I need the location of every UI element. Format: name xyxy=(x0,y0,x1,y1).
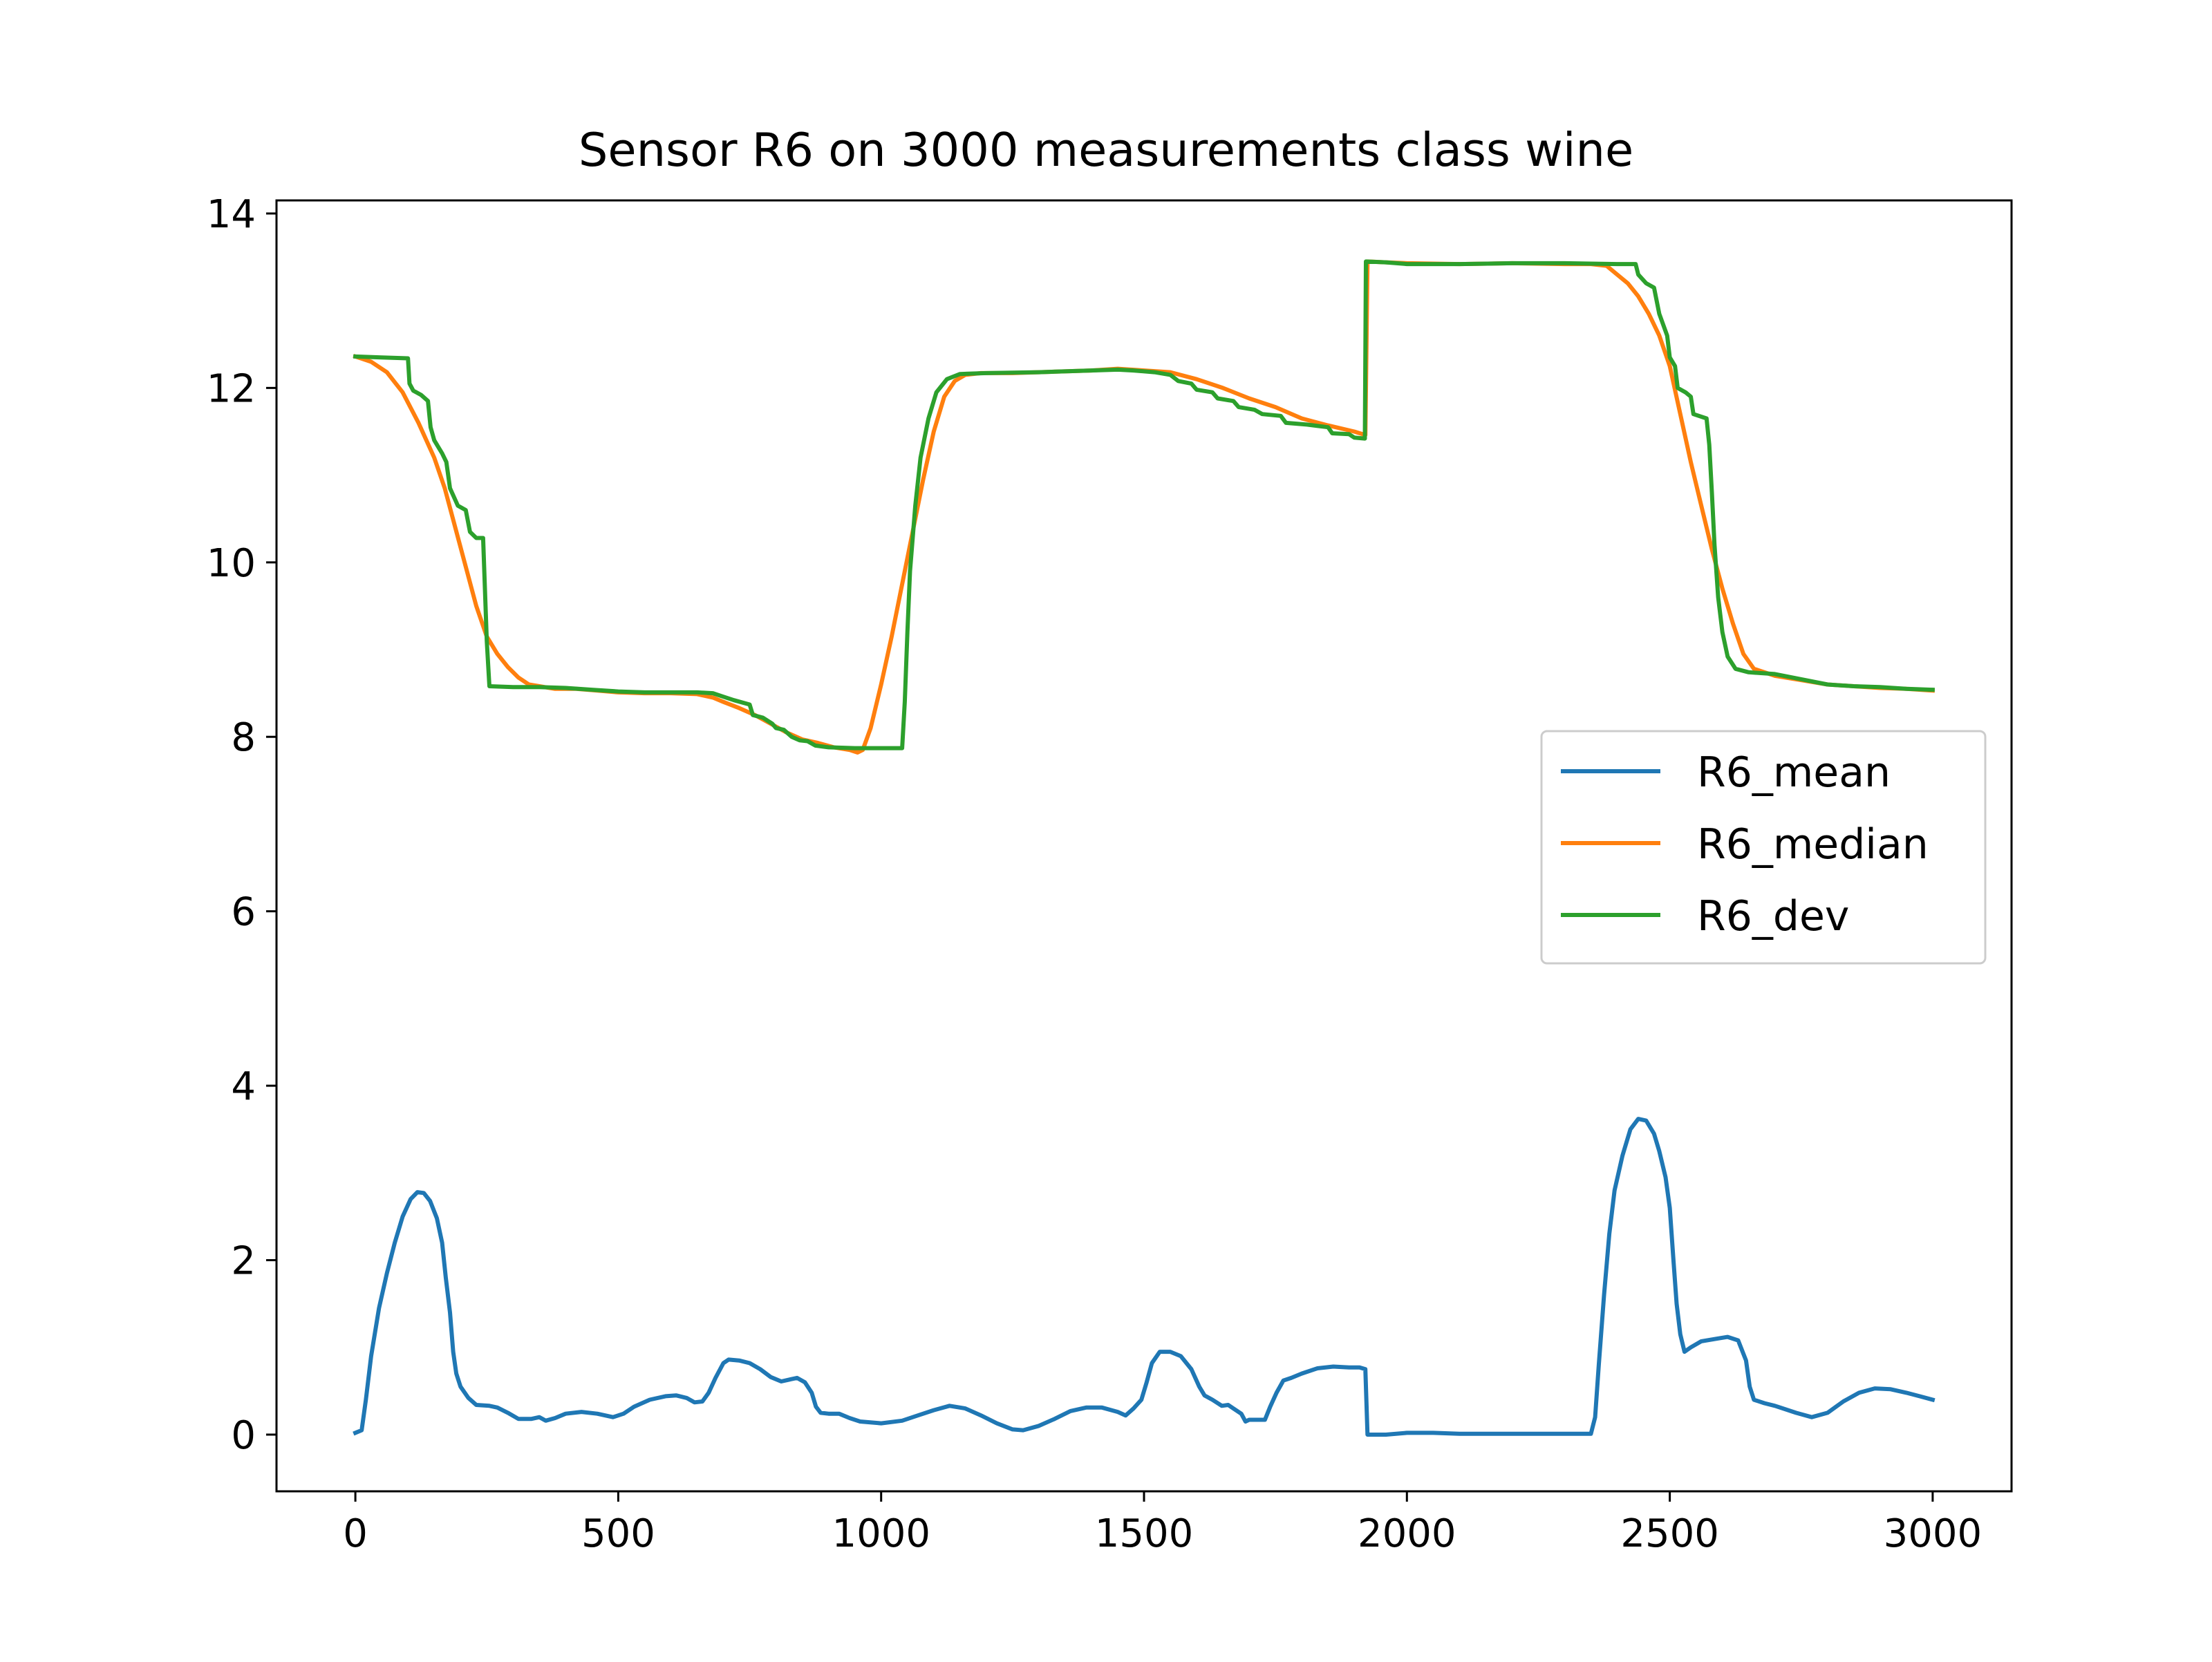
x-axis: 0 500 1000 1500 2000 2500 3000 xyxy=(343,1491,1982,1556)
y-tick-label: 12 xyxy=(207,366,256,411)
legend-label-r6-mean: R6_mean xyxy=(1697,748,1891,797)
legend-box xyxy=(1540,730,1987,965)
x-tick-label: 0 xyxy=(343,1511,368,1556)
y-tick-label: 8 xyxy=(231,715,256,760)
x-tick-label: 3000 xyxy=(1884,1511,1983,1556)
y-tick-label: 14 xyxy=(207,192,256,237)
y-tick-label: 2 xyxy=(231,1239,256,1284)
chart-title: Sensor R6 on 3000 measurements class win… xyxy=(579,123,1633,177)
y-tick-label: 6 xyxy=(231,890,256,935)
series-line-r6-dev xyxy=(353,259,1936,750)
y-tick-label: 10 xyxy=(207,541,256,586)
x-tick-label: 1500 xyxy=(1095,1511,1194,1556)
x-tick-label: 500 xyxy=(581,1511,655,1556)
series-layer xyxy=(353,259,1936,1437)
legend-label-r6-median: R6_median xyxy=(1697,820,1929,869)
y-axis: 0 2 4 6 8 10 12 14 xyxy=(207,192,276,1458)
y-tick-label: 4 xyxy=(231,1064,256,1109)
legend-label-r6-dev: R6_dev xyxy=(1697,892,1849,941)
series-line-r6-mean xyxy=(353,1117,1936,1437)
x-tick-label: 1000 xyxy=(832,1511,930,1556)
x-tick-label: 2500 xyxy=(1620,1511,1719,1556)
legend: R6_mean R6_median R6_dev xyxy=(1540,730,1987,965)
y-tick-label: 0 xyxy=(231,1413,256,1458)
x-tick-label: 2000 xyxy=(1358,1511,1456,1556)
